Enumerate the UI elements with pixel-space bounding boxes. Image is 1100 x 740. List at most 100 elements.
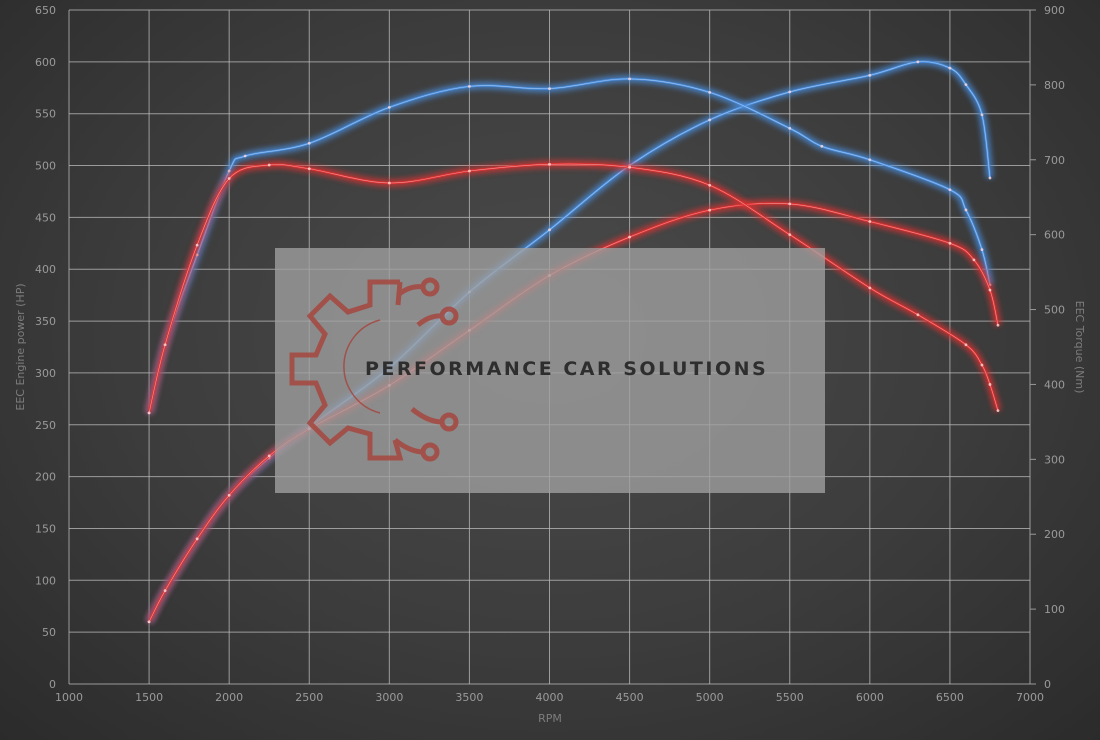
x-tick-label: 6500 [936,691,964,704]
y-axis-label: EEC Engine power (HP) [14,283,27,410]
data-point [387,105,391,109]
x-tick-label: 3000 [375,691,403,704]
tick-labels: 1000 1500 2000 2500 3000 3500 4000 4500 5000 5500… [35,4,1065,704]
x-tick-label: 2000 [215,691,243,704]
data-point [916,60,920,64]
data-point [307,167,311,171]
y2-tick-label: 500 [1044,304,1065,317]
y2-tick-label: 600 [1044,229,1065,242]
data-point [788,202,792,206]
data-point [708,118,712,122]
data-point [988,176,992,180]
data-point [307,141,311,145]
y-tick-label: 500 [35,160,56,173]
watermark: PERFORMANCE CAR SOLUTIONS [275,248,825,493]
data-point [147,411,151,415]
watermark-text: PERFORMANCE CAR SOLUTIONS [365,358,768,380]
watermark-box [275,248,825,493]
y2-axis-label: EEC Torque (Nm) [1073,301,1086,394]
y2-tick-label: 900 [1044,4,1065,17]
data-point [788,126,792,130]
data-point [948,241,952,245]
data-point [163,589,167,593]
x-tick-label: 1000 [55,691,83,704]
data-point [468,169,471,173]
data-point [964,343,968,347]
data-point [980,248,984,252]
x-tick-label: 3500 [455,691,483,704]
data-point [988,288,992,292]
data-point [267,163,271,167]
data-point [227,177,231,180]
x-tick-label: 7000 [1016,691,1044,704]
data-point [996,409,1000,413]
y2-tick-label: 400 [1044,378,1065,391]
data-point [628,165,631,169]
x-tick-label: 5000 [696,691,724,704]
y-tick-label: 100 [35,574,56,587]
data-point [916,313,920,317]
y-tick-label: 350 [35,315,56,328]
y-tick-label: 550 [35,108,56,121]
data-point [820,144,824,148]
data-point [988,383,992,386]
data-point [964,83,968,87]
x-tick-label: 1500 [135,691,163,704]
data-point [243,154,247,158]
y2-tick-label: 700 [1044,154,1065,167]
y2-tick-label: 0 [1044,678,1051,691]
y-tick-label: 150 [35,522,56,535]
data-point [980,113,984,117]
data-point [267,454,271,458]
gear-logo-icon [289,277,459,462]
y-tick-label: 200 [35,471,56,484]
y-tick-label: 300 [35,367,56,380]
x-axis-label: RPM [538,712,562,725]
y2-tick-label: 300 [1044,453,1065,466]
data-point [948,188,952,192]
data-point [868,73,872,77]
x-tick-label: 5500 [776,691,804,704]
data-point [868,286,872,290]
data-point [147,620,151,624]
data-point [548,87,551,91]
data-point [195,537,199,541]
x-tick-label: 4500 [616,691,644,704]
data-point [163,343,167,347]
y2-tick-label: 800 [1044,79,1065,92]
x-tick-label: 4000 [536,691,564,704]
y-tick-label: 650 [35,4,56,17]
data-point [628,235,631,239]
data-point [948,66,952,70]
y2-tick-label: 100 [1044,603,1065,616]
data-point [964,208,968,212]
series-stock-torque [145,160,1002,415]
y-tick-label: 50 [42,626,56,639]
data-point [708,208,712,212]
data-point [387,181,391,185]
data-point [788,90,792,94]
data-point [548,162,551,166]
y-tick-label: 450 [35,211,56,224]
y2-tick-label: 200 [1044,528,1065,541]
data-point [708,183,712,187]
y-tick-label: 0 [49,678,56,691]
data-point [227,493,231,497]
data-point [980,363,984,367]
data-point [628,77,631,81]
data-point [195,243,199,247]
data-point [708,90,712,94]
y-tick-label: 600 [35,56,56,69]
x-tick-label: 6000 [856,691,884,704]
data-point [548,228,551,232]
y-tick-label: 250 [35,419,56,432]
data-point [788,233,792,237]
data-point [972,258,976,262]
data-point [868,220,872,223]
data-point [996,323,1000,327]
data-point [468,84,471,88]
x-tick-label: 2500 [295,691,323,704]
y-tick-label: 400 [35,263,56,276]
data-point [868,158,872,162]
